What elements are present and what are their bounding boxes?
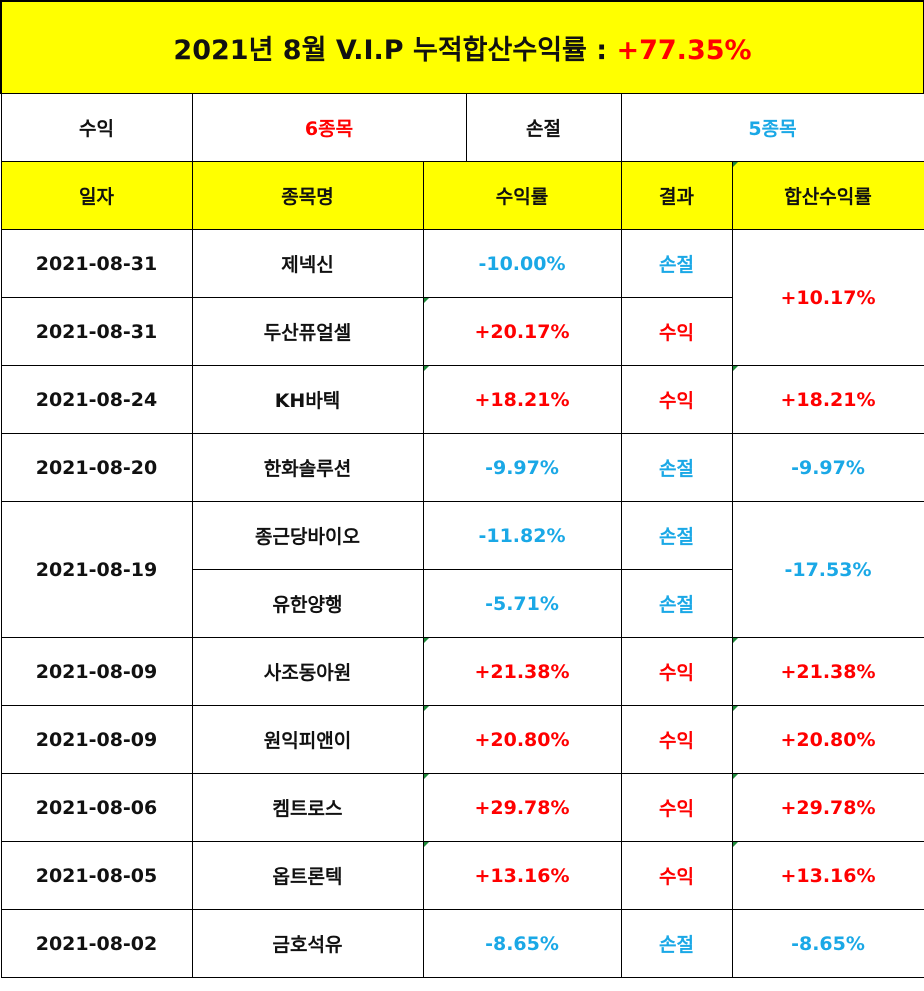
stock-cell: 종근당바이오 (191, 501, 424, 570)
header-stock: 종목명 (191, 161, 424, 230)
table-row: 2021-08-31 제넥신 -10.00% 손절 +10.17% (0, 229, 924, 366)
result-cell: 수익 (620, 297, 733, 366)
header-combined: 합산수익률 (731, 161, 924, 230)
return-cell: +20.17% (422, 297, 622, 366)
stock-cell: 옵트론텍 (191, 841, 424, 910)
stock-cell: 두산퓨얼셀 (191, 297, 424, 366)
summary-row: 수익 6종목 손절 5종목 (0, 93, 924, 162)
date-cell: 2021-08-20 (0, 433, 193, 502)
date-cell: 2021-08-19 (0, 501, 193, 638)
table-row: 2021-08-09 원익피앤이 +20.80% 수익 +20.80% (0, 705, 924, 774)
table-row: 2021-08-24 KH바텍 +18.21% 수익 +18.21% (0, 365, 924, 434)
loss-label: 손절 (526, 118, 561, 140)
result-cell: 수익 (620, 705, 733, 774)
title-label: 2021년 8월 V.I.P 누적합산수익률 : (173, 35, 608, 66)
profit-label: 수익 (0, 93, 193, 162)
return-cell: +29.78% (422, 773, 622, 842)
table-row: 2021-08-31 두산퓨얼셀 +20.17% 수익 (0, 297, 924, 366)
combined-cell: +13.16% (731, 841, 924, 910)
stock-cell: 금호석유 (191, 909, 424, 978)
table-row: 2021-08-09 사조동아원 +21.38% 수익 +21.38% (0, 637, 924, 706)
profit-split: 6종목 손절 (191, 93, 622, 162)
profit-count: 6종목 (193, 94, 467, 161)
result-cell: 손절 (620, 501, 733, 570)
result-cell: 수익 (620, 637, 733, 706)
header-row: 일자 종목명 수익률 결과 합산수익률 (0, 161, 924, 230)
result-cell: 수익 (620, 365, 733, 434)
date-cell: 2021-08-31 (0, 229, 193, 298)
result-cell: 수익 (620, 841, 733, 910)
header-return: 수익률 (422, 161, 622, 230)
return-cell: +18.21% (422, 365, 622, 434)
stock-cell: 켐트로스 (191, 773, 424, 842)
stock-cell: 사조동아원 (191, 637, 424, 706)
loss-count: 5종목 (620, 93, 924, 162)
stock-cell: 유한양행 (191, 569, 424, 638)
date-cell: 2021-08-06 (0, 773, 193, 842)
table-row: 2021-08-20 한화솔루션 -9.97% 손절 -9.97% (0, 433, 924, 502)
stock-cell: KH바텍 (191, 365, 424, 434)
stock-cell: 한화솔루션 (191, 433, 424, 502)
combined-cell: +20.80% (731, 705, 924, 774)
result-cell: 손절 (620, 909, 733, 978)
date-cell: 2021-08-02 (0, 909, 193, 978)
date-cell: 2021-08-09 (0, 705, 193, 774)
return-cell: +20.80% (422, 705, 622, 774)
combined-cell: -17.53% (731, 501, 924, 638)
stock-cell: 원익피앤이 (191, 705, 424, 774)
title-total-return: +77.35% (616, 35, 752, 66)
title-row: 2021년 8월 V.I.P 누적합산수익률 : +77.35% (0, 0, 924, 94)
combined-cell: -8.65% (731, 909, 924, 978)
table-row: 유한양행 -5.71% 손절 (1, 569, 924, 638)
result-cell: 손절 (620, 569, 733, 638)
table-row: 2021-08-19 종근당바이오 -11.82% 손절 -17.53% (0, 501, 924, 638)
combined-cell: -9.97% (731, 433, 924, 502)
return-cell: -11.82% (422, 501, 622, 570)
return-cell: -5.71% (422, 569, 622, 638)
combined-cell: +21.38% (731, 637, 924, 706)
header-result: 결과 (620, 161, 733, 230)
date-cell: 2021-08-05 (0, 841, 193, 910)
return-cell: +21.38% (422, 637, 622, 706)
date-cell: 2021-08-24 (0, 365, 193, 434)
return-cell: -8.65% (422, 909, 622, 978)
table-row: 2021-08-05 옵트론텍 +13.16% 수익 +13.16% (0, 841, 924, 910)
date-cell: 2021-08-31 (0, 297, 193, 366)
return-cell: -9.97% (422, 433, 622, 502)
date-cell: 2021-08-09 (0, 637, 193, 706)
return-cell: +13.16% (422, 841, 622, 910)
result-cell: 손절 (620, 433, 733, 502)
result-cell: 손절 (620, 229, 733, 298)
table-row: 2021-08-02 금호석유 -8.65% 손절 -8.65% (0, 909, 924, 978)
stock-cell: 제넥신 (191, 229, 424, 298)
combined-cell: +29.78% (731, 773, 924, 842)
return-cell: -10.00% (422, 229, 622, 298)
table-title: 2021년 8월 V.I.P 누적합산수익률 : +77.35% (0, 0, 924, 94)
result-cell: 수익 (620, 773, 733, 842)
header-date: 일자 (0, 161, 193, 230)
combined-cell: +18.21% (731, 365, 924, 434)
table-row: 2021-08-06 켐트로스 +29.78% 수익 +29.78% (0, 773, 924, 842)
combined-cell: +10.17% (731, 229, 924, 366)
